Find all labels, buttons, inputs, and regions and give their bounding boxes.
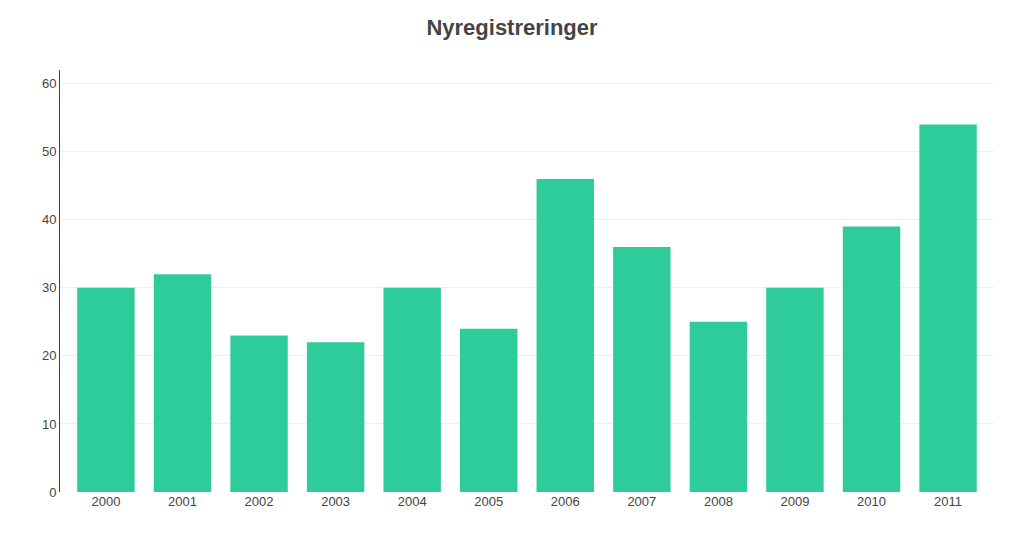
svg-text:60: 60 <box>42 76 56 91</box>
svg-text:20: 20 <box>42 348 56 363</box>
svg-text:2004: 2004 <box>398 494 427 509</box>
svg-text:2002: 2002 <box>245 494 274 509</box>
svg-text:2003: 2003 <box>321 494 350 509</box>
svg-text:Nyregistreringer: Nyregistreringer <box>426 15 598 40</box>
svg-text:0: 0 <box>49 485 56 500</box>
svg-text:2010: 2010 <box>857 494 886 509</box>
svg-text:2001: 2001 <box>168 494 197 509</box>
svg-text:2008: 2008 <box>704 494 733 509</box>
svg-text:2011: 2011 <box>934 494 962 509</box>
svg-text:50: 50 <box>42 144 56 159</box>
svg-text:30: 30 <box>42 280 56 295</box>
svg-text:2000: 2000 <box>91 494 120 509</box>
svg-text:2006: 2006 <box>551 494 580 509</box>
svg-text:2005: 2005 <box>474 494 503 509</box>
svg-text:10: 10 <box>42 416 56 431</box>
svg-text:2009: 2009 <box>780 494 809 509</box>
svg-text:2007: 2007 <box>627 494 656 509</box>
svg-text:40: 40 <box>42 212 56 227</box>
